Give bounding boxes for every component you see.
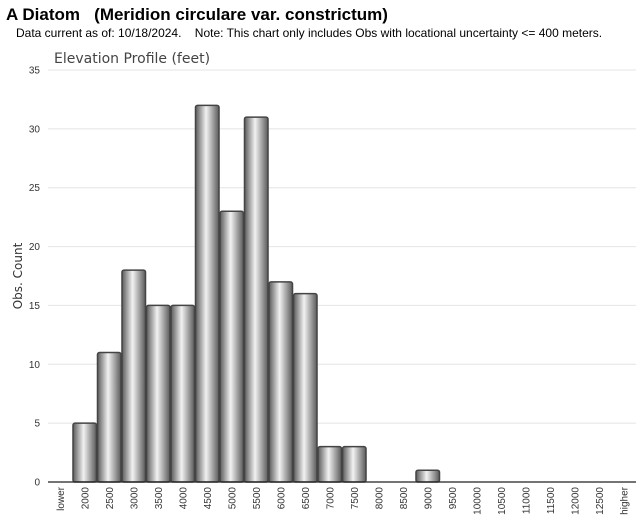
bar-5000 xyxy=(219,210,245,483)
bar-5500 xyxy=(243,116,269,483)
x-tick-label: 10000 xyxy=(472,487,483,515)
x-tick-label: 2000 xyxy=(80,487,91,510)
y-axis-label: Obs. Count xyxy=(11,242,25,309)
y-tick-label: 35 xyxy=(29,66,41,77)
x-tick-label: 5000 xyxy=(227,487,238,510)
x-tick-label: 4000 xyxy=(178,487,189,510)
bar-2500 xyxy=(96,351,122,483)
bars xyxy=(72,104,441,483)
y-tick-label: 0 xyxy=(34,478,40,489)
x-tick-label: 8500 xyxy=(399,487,410,510)
x-tick-label: 7500 xyxy=(350,487,361,510)
bar-2000 xyxy=(72,422,98,483)
x-tick-label: 3500 xyxy=(154,487,165,510)
y-axis-ticks: 0 5 10 15 20 25 30 35 xyxy=(29,66,41,489)
page-title: A Diatom (Meridion circulare var. constr… xyxy=(6,5,388,24)
y-tick-label: 10 xyxy=(29,360,41,371)
x-tick-label: 9500 xyxy=(448,487,459,510)
x-tick-label: 5500 xyxy=(252,487,263,510)
bar-7000 xyxy=(317,445,343,483)
chart-title: Elevation Profile (feet) xyxy=(54,51,210,67)
data-note: Data current as of: 10/18/2024. Note: Th… xyxy=(16,26,603,40)
x-tick-label: 8000 xyxy=(374,487,385,510)
x-tick-label: lower xyxy=(56,486,67,511)
bar-6500 xyxy=(292,292,318,483)
x-tick-label: 6000 xyxy=(276,487,287,510)
x-tick-label: 11500 xyxy=(546,487,557,515)
y-tick-label: 15 xyxy=(29,301,41,312)
bar-9000 xyxy=(415,469,441,483)
bar-7500 xyxy=(341,445,367,483)
bar-3500 xyxy=(145,304,171,483)
y-tick-label: 25 xyxy=(29,183,41,194)
x-tick-label: 7000 xyxy=(325,487,336,510)
x-tick-label: 12000 xyxy=(570,487,581,515)
x-tick-label: 2500 xyxy=(105,487,116,510)
y-tick-label: 20 xyxy=(29,242,41,253)
y-tick-label: 5 xyxy=(34,419,40,430)
x-tick-label: 4500 xyxy=(203,487,214,510)
bar-6000 xyxy=(268,281,294,483)
x-axis-ticks: lower 2000 2500 3000 3500 4000 4500 5000 5500 600… xyxy=(56,486,631,514)
x-tick-label: 9000 xyxy=(423,487,434,510)
bar-4000 xyxy=(170,304,196,483)
x-tick-label: 11000 xyxy=(521,487,532,515)
y-tick-label: 30 xyxy=(29,124,41,135)
bar-3000 xyxy=(121,269,147,483)
x-tick-label: 6500 xyxy=(301,487,312,510)
x-tick-label: higher xyxy=(619,486,630,514)
x-tick-label: 3000 xyxy=(129,487,140,510)
x-tick-label: 10500 xyxy=(497,487,508,515)
x-tick-label: 12500 xyxy=(595,487,606,515)
bar-4500 xyxy=(194,104,220,483)
